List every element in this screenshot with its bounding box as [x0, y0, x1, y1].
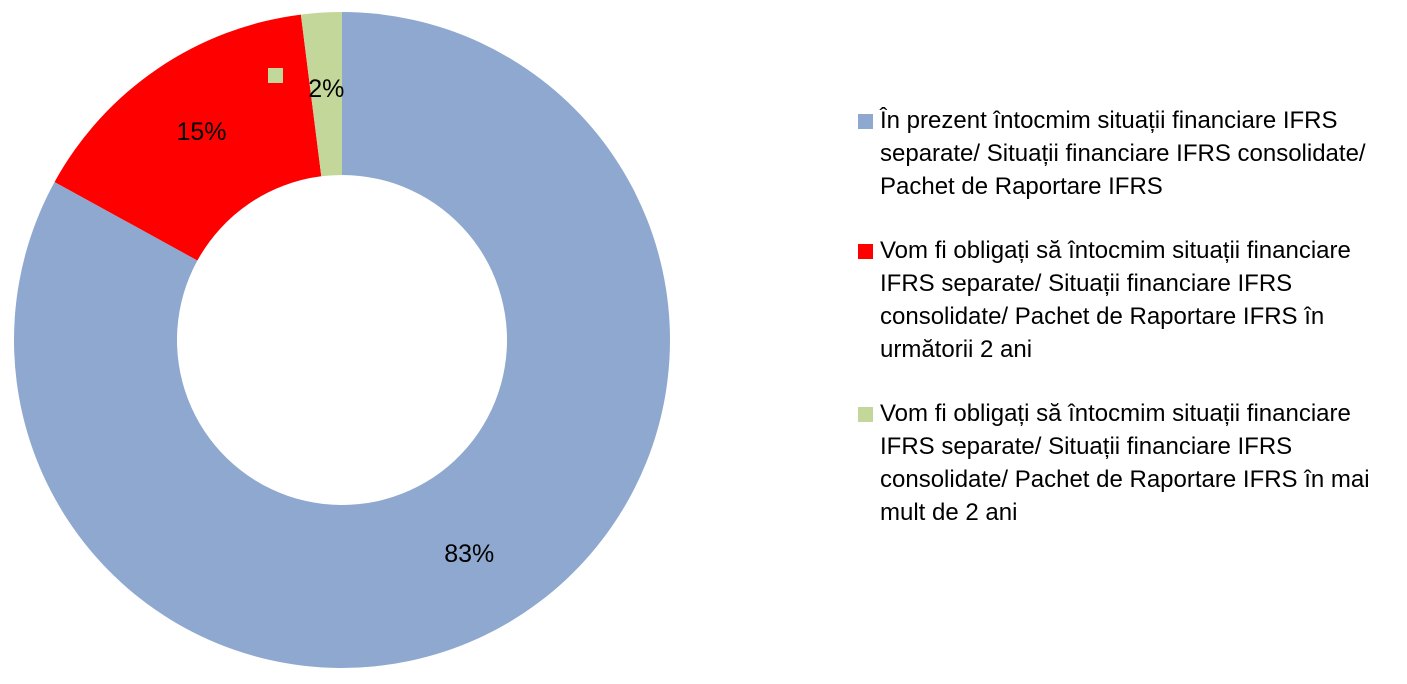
legend-entry: În prezent întocmim situații financiare …: [858, 104, 1403, 203]
slice: [300, 12, 342, 177]
data-label: 15%: [176, 118, 226, 146]
legend-label: Vom fi obligați să întocmim situații fin…: [880, 237, 1351, 363]
legend-label: În prezent întocmim situații financiare …: [880, 107, 1366, 200]
legend: În prezent întocmim situații financiare …: [858, 104, 1403, 560]
label-key: [268, 68, 283, 83]
legend-entry: Vom fi obligați să întocmim situații fin…: [858, 234, 1403, 366]
slice: [54, 14, 322, 261]
data-label: 83%: [444, 540, 494, 568]
legend-entry: Vom fi obligați să întocmim situații fin…: [858, 397, 1403, 529]
data-label: 2%: [308, 75, 344, 103]
legend-key: [858, 114, 873, 129]
chart: 83% 15% 2%: [13, 12, 670, 668]
legend-key: [858, 407, 873, 422]
legend-key: [858, 244, 873, 259]
legend-label: Vom fi obligați să întocmim situații fin…: [880, 400, 1370, 526]
slice: [13, 12, 670, 668]
